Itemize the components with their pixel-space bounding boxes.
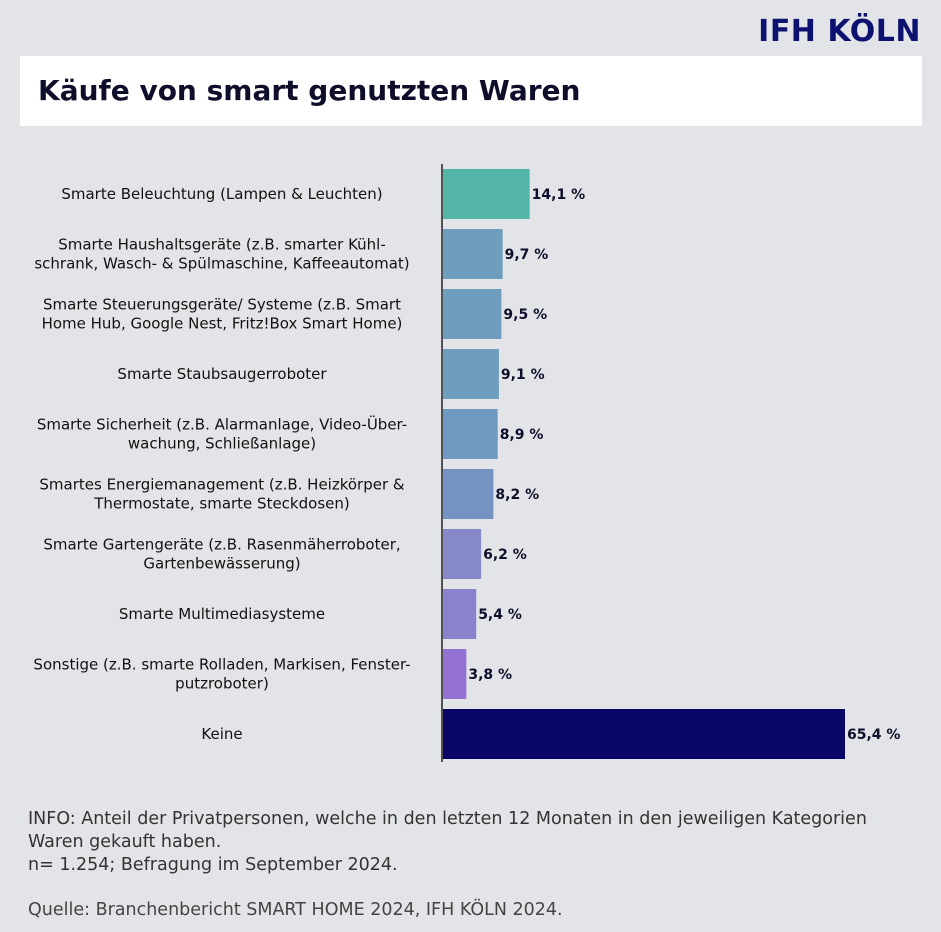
bar (443, 469, 494, 519)
category-label: putzroboter) (175, 675, 269, 693)
category-label: Smarte Haushaltsgeräte (z.B. smarter Küh… (58, 236, 386, 254)
data-label: 3,8 % (468, 667, 512, 683)
category-label: Home Hub, Google Nest, Fritz!Box Smart H… (42, 315, 403, 333)
bar (443, 229, 503, 279)
data-label: 8,9 % (500, 427, 544, 443)
bar (443, 289, 502, 339)
category-label: Smarte Gartengeräte (z.B. Rasenmäherrobo… (43, 536, 400, 554)
info-line: INFO: Anteil der Privatpersonen, welche … (28, 809, 867, 829)
data-label: 65,4 % (847, 727, 900, 743)
data-label: 9,7 % (505, 247, 549, 263)
data-label: 9,5 % (503, 307, 547, 323)
category-label: Gartenbewässerung) (143, 555, 300, 573)
data-label: 5,4 % (478, 607, 522, 623)
info-note: INFO: Anteil der Privatpersonen, welche … (28, 808, 928, 877)
category-label: Smarte Staubsaugerroboter (117, 365, 327, 383)
category-label: Sonstige (z.B. smarte Rolladen, Markisen… (33, 656, 410, 674)
category-label: Smarte Steuerungsgeräte/ Systeme (z.B. S… (43, 296, 401, 314)
category-label: wachung, Schließanlage) (128, 435, 316, 453)
title-panel: Käufe von smart genutzten Waren (20, 56, 922, 126)
bar (443, 709, 845, 759)
bar (443, 409, 498, 459)
info-line: n= 1.254; Befragung im September 2024. (28, 855, 398, 875)
data-label: 6,2 % (483, 547, 527, 563)
data-label: 9,1 % (501, 367, 545, 383)
source-note: Quelle: Branchenbericht SMART HOME 2024,… (28, 900, 563, 920)
page-title: Käufe von smart genutzten Waren (38, 74, 581, 107)
category-label: Smarte Multimediasysteme (119, 605, 325, 623)
info-line: Waren gekauft haben. (28, 832, 222, 852)
data-label: 8,2 % (495, 487, 539, 503)
brand-logo: IFH KÖLN (758, 14, 921, 49)
category-label: Smartes Energiemanagement (z.B. Heizkörp… (39, 476, 405, 494)
bar (443, 169, 530, 219)
category-label: schrank, Wasch- & Spülmaschine, Kaffeeau… (34, 255, 409, 273)
category-label: Thermostate, smarte Steckdosen) (93, 495, 349, 513)
bar (443, 589, 477, 639)
bar-chart: 14,1 % Smarte Beleuchtung (Lampen & Leuch… (33, 164, 900, 762)
category-label: Smarte Sicherheit (z.B. Alarmanlage, Vid… (37, 415, 407, 434)
category-label: Smarte Beleuchtung (Lampen & Leuchten) (61, 185, 382, 203)
bar (443, 529, 482, 579)
bar (443, 649, 467, 699)
data-label: 14,1 % (532, 187, 585, 203)
bar (443, 349, 499, 399)
category-label: Keine (201, 725, 242, 743)
